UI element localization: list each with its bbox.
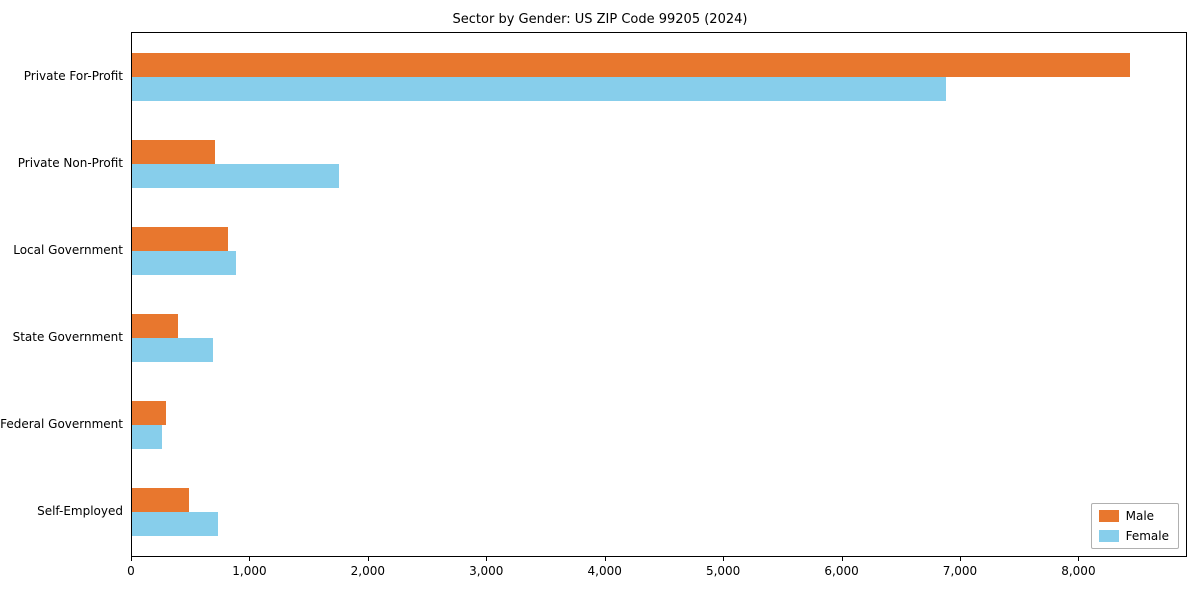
x-tick-label: 3,000	[469, 564, 504, 578]
bar-male-5	[132, 488, 189, 513]
x-tick-mark	[604, 557, 606, 561]
chart-title: Sector by Gender: US ZIP Code 99205 (202…	[452, 12, 748, 27]
y-tick-label: Private For-Profit	[23, 68, 123, 83]
bar-male-1	[132, 139, 215, 164]
x-tick-label: 7,000	[942, 564, 978, 578]
x-tick-label: 6,000	[824, 564, 859, 578]
bar-female-3	[132, 338, 213, 363]
x-tick-mark	[486, 557, 488, 561]
x-tick-label: 5,000	[705, 564, 741, 578]
x-tick-label: 8,000	[1061, 564, 1096, 578]
x-tick-label: 4,000	[587, 564, 622, 578]
y-tick-label: Private Non-Profit	[17, 155, 123, 170]
y-tick-label: Federal Government	[0, 417, 123, 432]
y-tick-label: State Government	[12, 330, 123, 345]
x-tick-mark	[249, 557, 251, 561]
bar-female-0	[132, 76, 946, 101]
bar-male-4	[132, 401, 167, 426]
plot-area	[131, 32, 1187, 557]
x-tick-mark	[367, 557, 369, 561]
bar-male-2	[132, 226, 228, 251]
legend-label: Male	[1125, 509, 1155, 523]
bar-female-4	[132, 425, 162, 450]
bar-female-2	[132, 250, 237, 275]
legend-swatch-male	[1098, 510, 1119, 522]
legend-entry-male: Male	[1098, 509, 1169, 523]
y-tick-label: Local Government	[13, 242, 123, 257]
x-tick-mark	[841, 557, 843, 561]
x-tick-mark	[959, 557, 961, 561]
legend: Male Female	[1090, 503, 1179, 549]
bar-female-1	[132, 163, 340, 188]
legend-label: Female	[1125, 529, 1169, 543]
bar-male-3	[132, 314, 179, 339]
bar-female-5	[132, 512, 219, 537]
legend-swatch-female	[1098, 530, 1119, 542]
bar-male-0	[132, 52, 1131, 77]
x-tick-label: 2,000	[350, 564, 386, 578]
x-tick-mark	[131, 557, 132, 561]
x-tick-label: 1,000	[232, 564, 267, 578]
legend-entry-female: Female	[1098, 529, 1169, 543]
x-tick-label: 0	[127, 564, 135, 578]
x-tick-mark	[1078, 557, 1080, 561]
y-tick-label: Self-Employed	[37, 504, 123, 519]
x-tick-mark	[723, 557, 725, 561]
